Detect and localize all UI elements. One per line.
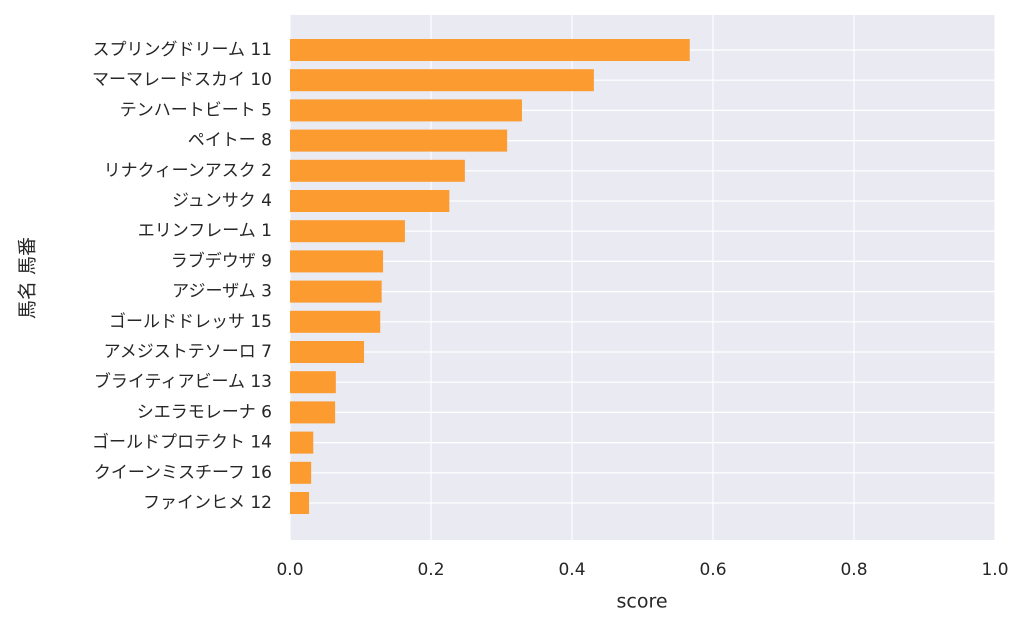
y-tick-label: ブライティアビーム 13 (94, 371, 272, 392)
y-tick-label: ゴールドプロテクト 14 (92, 432, 272, 453)
bar (290, 401, 336, 424)
y-tick-label: リナクィーンアスク 2 (104, 161, 272, 181)
bar (290, 220, 405, 243)
y-tick-label: マーマレードスカイ 10 (92, 70, 272, 90)
y-tick-label: ラブデウザ 9 (171, 250, 272, 271)
y-tick-label: アメジストテソーロ 7 (104, 342, 272, 362)
x-tick-label: 0.8 (840, 560, 867, 580)
y-tick-label: ペイトー 8 (188, 131, 272, 151)
x-tick-label: 0.0 (276, 560, 303, 580)
y-tick-label: クイーンミスチーフ 16 (94, 463, 272, 483)
x-axis-label: score (616, 591, 667, 613)
x-tick-label: 0.6 (699, 560, 726, 580)
y-tick-label: ゴールドドレッサ 15 (109, 311, 272, 332)
bar (290, 159, 465, 182)
bar (290, 99, 522, 122)
y-tick-label: スプリングドリーム 11 (92, 40, 272, 60)
bar (290, 39, 690, 61)
y-tick-label: テンハートビート 5 (120, 100, 272, 120)
bar (290, 250, 384, 273)
bar (290, 69, 594, 92)
bar (290, 341, 365, 363)
y-tick-label: エリンフレーム 1 (138, 221, 272, 241)
bar (290, 461, 312, 484)
bar (290, 280, 382, 303)
plot-area (290, 15, 995, 540)
bar (290, 371, 336, 394)
bar (290, 190, 450, 212)
y-tick-label: アジーザム 3 (172, 282, 272, 302)
y-axis-label: 馬名 馬番 (17, 237, 39, 319)
x-tick-label: 1.0 (981, 560, 1008, 580)
y-tick-label: シエラモレーナ 6 (137, 402, 272, 422)
bar (290, 310, 381, 333)
x-tick-label: 0.2 (417, 560, 444, 580)
y-tick-label: ファインヒメ 12 (143, 493, 272, 513)
bar (290, 431, 314, 454)
bar (290, 492, 310, 514)
y-tick-label: ジュンサク 4 (172, 191, 272, 211)
x-tick-label: 0.4 (558, 560, 585, 580)
bar (290, 129, 508, 152)
